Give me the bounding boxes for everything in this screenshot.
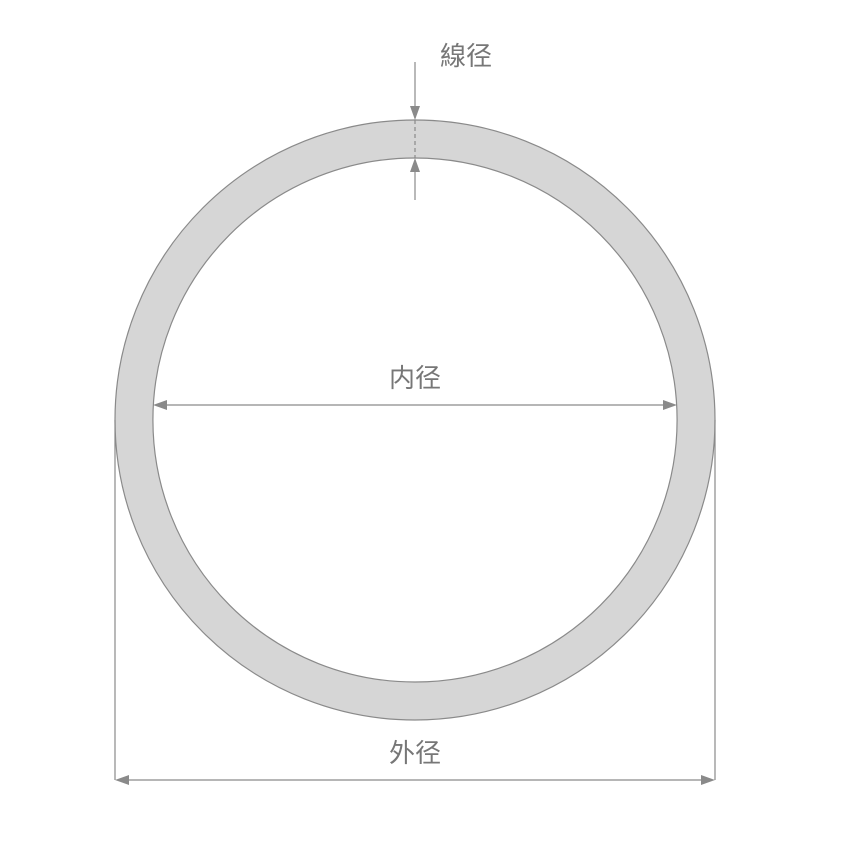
- wire-diameter-label: 線径: [440, 41, 492, 71]
- ring-dimension-diagram: 内径外径 線径: [0, 0, 850, 850]
- arrow-head: [663, 400, 677, 410]
- arrow-head: [153, 400, 167, 410]
- arrow-head: [410, 106, 420, 120]
- arrow-head: [410, 158, 420, 172]
- outer-diameter-label: 外径: [389, 738, 441, 768]
- ring-cross-section: [115, 120, 715, 720]
- arrow-head: [115, 775, 129, 785]
- inner-diameter-label: 内径: [389, 363, 441, 393]
- arrow-head: [701, 775, 715, 785]
